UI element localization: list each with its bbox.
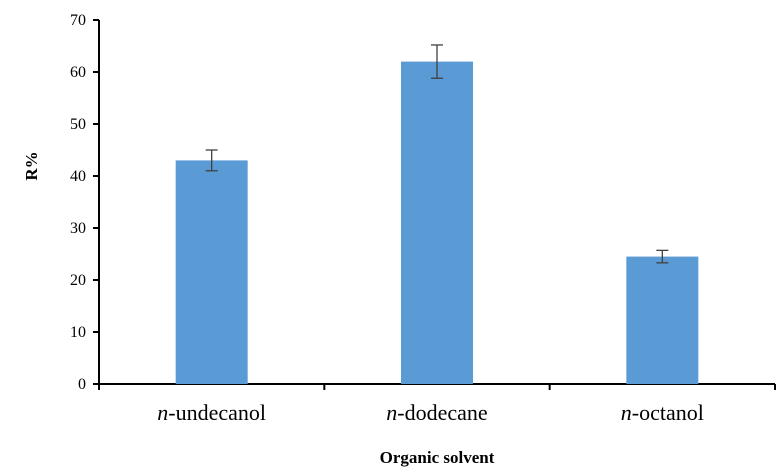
- y-tick-label: 60: [70, 64, 86, 81]
- y-tick-label: 30: [70, 220, 86, 237]
- y-tick-label: 20: [70, 272, 86, 289]
- category-label: n-dodecane: [386, 400, 487, 425]
- bars: [175, 61, 699, 384]
- y-tick-label: 70: [70, 12, 86, 29]
- category-label: n-octanol: [621, 400, 704, 425]
- y-tick-label: 40: [70, 168, 86, 185]
- error-bars: [205, 44, 669, 264]
- y-tick-label: 50: [70, 116, 86, 133]
- y-tick-label: 0: [78, 376, 86, 393]
- y-axis: 0 10 20 30 40 50 60 70: [70, 12, 100, 393]
- bar: [626, 256, 699, 384]
- x-axis: [98, 383, 776, 390]
- y-axis-title: R%: [22, 151, 41, 180]
- category-label: n-undecanol: [157, 400, 266, 425]
- x-axis-title: Organic solvent: [380, 448, 495, 467]
- bar: [401, 61, 473, 384]
- bar: [175, 160, 248, 384]
- category-labels: n-undecanol n-dodecane n-octanol: [157, 400, 704, 425]
- y-tick-label: 10: [70, 324, 86, 341]
